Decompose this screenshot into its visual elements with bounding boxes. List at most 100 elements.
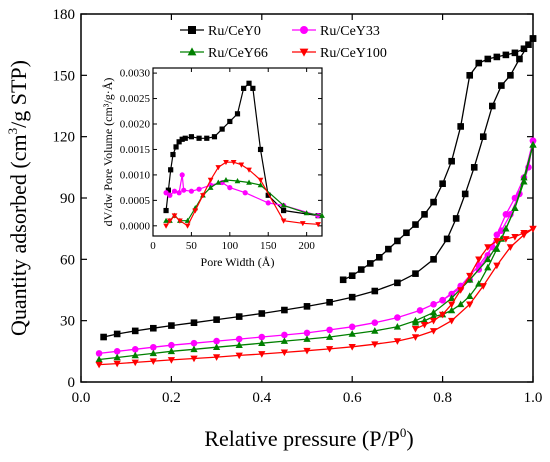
data-point-ru-cey33 [529,137,537,145]
inset-data-point-ru-cey33 [265,200,271,206]
legend-marker-ru-cey66 [187,47,197,56]
data-point-ru-cey100 [438,311,447,319]
inset-data-point-ru-cey100 [207,177,214,183]
inset-data-point-ru-cey66 [319,212,325,218]
y-axis-title-sup: 3 [5,128,20,135]
x-tick-label: 0.8 [433,390,452,406]
data-point-ru-cey0 [507,72,514,79]
inset-data-point-ru-cey0 [196,135,202,141]
data-point-ru-cey100 [493,262,501,270]
x-axis-title: Relative pressure (P/P0) [204,425,413,451]
data-point-ru-cey100 [411,326,420,333]
data-point-ru-cey66 [429,312,438,320]
inset-y-tick-label: 0.0000 [120,220,151,232]
series-line-ru-cey66-adsorption [99,144,534,361]
data-point-ru-cey0 [421,211,428,218]
data-point-ru-cey100 [466,301,474,309]
data-point-ru-cey66 [280,337,289,344]
data-point-ru-cey100 [95,361,103,369]
inset-data-point-ru-cey100 [184,223,191,229]
inset-data-point-ru-cey100 [167,218,173,224]
data-point-ru-cey66 [212,343,221,351]
data-point-ru-cey0 [357,266,365,273]
inset-data-point-ru-cey0 [168,167,174,173]
inset-y-tick-label: 0.0010 [120,169,151,181]
data-point-ru-cey33 [213,337,220,345]
inset-data-point-ru-cey33 [196,186,202,192]
data-point-ru-cey66 [235,341,243,349]
data-point-ru-cey100 [303,347,311,355]
inset-y-tick-label: 0.0030 [120,68,151,80]
data-point-ru-cey0 [448,157,455,165]
data-point-ru-cey0 [394,237,401,245]
legend-marker-ru-cey33 [300,26,308,34]
data-point-ru-cey100 [511,234,519,241]
data-point-ru-cey0 [339,276,347,284]
data-point-ru-cey66 [448,306,456,314]
data-point-ru-cey33 [511,194,519,202]
data-point-ru-cey66 [429,308,438,316]
data-point-ru-cey100 [429,317,438,325]
data-point-ru-cey66 [502,224,510,232]
data-point-ru-cey0 [113,330,121,338]
inset-data-point-ru-cey66 [280,202,287,208]
inset-data-point-ru-cey0 [176,139,182,145]
data-point-ru-cey66 [258,339,266,346]
data-point-ru-cey0 [484,55,492,63]
data-point-ru-cey100 [371,341,379,348]
data-point-ru-cey0 [348,293,356,301]
data-point-ru-cey33 [235,335,243,343]
data-point-ru-cey0 [529,35,537,42]
inset-data-point-ru-cey100 [177,218,183,224]
data-point-ru-cey0 [366,260,374,267]
data-point-ru-cey100 [484,244,492,251]
data-point-ru-cey100 [429,328,438,335]
inset-data-point-ru-cey0 [182,135,188,141]
data-point-ru-cey100 [448,317,456,325]
data-point-ru-cey0 [516,55,523,63]
data-point-ru-cey66 [411,318,420,326]
data-point-ru-cey0 [235,313,243,320]
inset-data-point-ru-cey66 [303,210,310,216]
data-point-ru-cey0 [479,133,487,140]
legend-marker-ru-cey0 [188,26,196,34]
data-point-ru-cey0 [498,82,505,89]
data-point-ru-cey33 [416,307,424,314]
data-point-ru-cey33 [131,345,139,353]
data-point-ru-cey0 [403,229,410,237]
data-point-ru-cey100 [466,272,474,280]
data-point-ru-cey66 [529,141,537,148]
inset-data-point-ru-cey100 [223,159,229,166]
inset-data-point-ru-cey100 [299,221,306,227]
inset-x-tick-label: 200 [298,240,315,252]
data-point-ru-cey0 [190,319,198,327]
data-point-ru-cey66 [448,294,456,301]
inset-data-point-ru-cey0 [179,136,185,142]
inset-data-point-ru-cey33 [179,172,185,178]
y-axis-title-main: Quantity adsorbed (cm [6,134,31,336]
inset-y-axis-title: dV/dw Pore Volume (cm³/g·Å) [101,78,115,227]
legend-label-ru-cey100: Ru/CeY100 [320,46,387,61]
data-point-ru-cey0 [371,287,379,295]
data-point-ru-cey100 [131,359,139,367]
inset-data-point-ru-cey33 [163,190,169,196]
inset-data-point-ru-cey66 [234,178,241,184]
data-point-ru-cey33 [95,350,103,357]
inset-data-point-ru-cey100 [200,193,206,199]
inset-y-tick-label: 0.0020 [120,119,151,131]
data-point-ru-cey100 [411,334,420,341]
x-axis-title-close: ) [406,426,413,451]
data-point-ru-cey100 [393,338,402,345]
inset-y-tick-label: 0.0005 [120,195,151,207]
inset-data-point-ru-cey0 [265,192,271,198]
data-point-ru-cey0 [520,45,528,53]
inset-data-point-ru-cey100 [163,223,169,229]
data-point-ru-cey66 [484,263,492,271]
data-point-ru-cey100 [190,355,198,363]
data-point-ru-cey0 [150,324,157,332]
legend: Ru/CeY0 Ru/CeY33 Ru/CeY66 Ru/CeY100 [180,24,387,61]
data-point-ru-cey0 [348,272,356,279]
inset-data-point-ru-cey0 [250,85,256,91]
data-point-ru-cey0 [412,221,419,228]
data-point-ru-cey0 [131,327,139,335]
